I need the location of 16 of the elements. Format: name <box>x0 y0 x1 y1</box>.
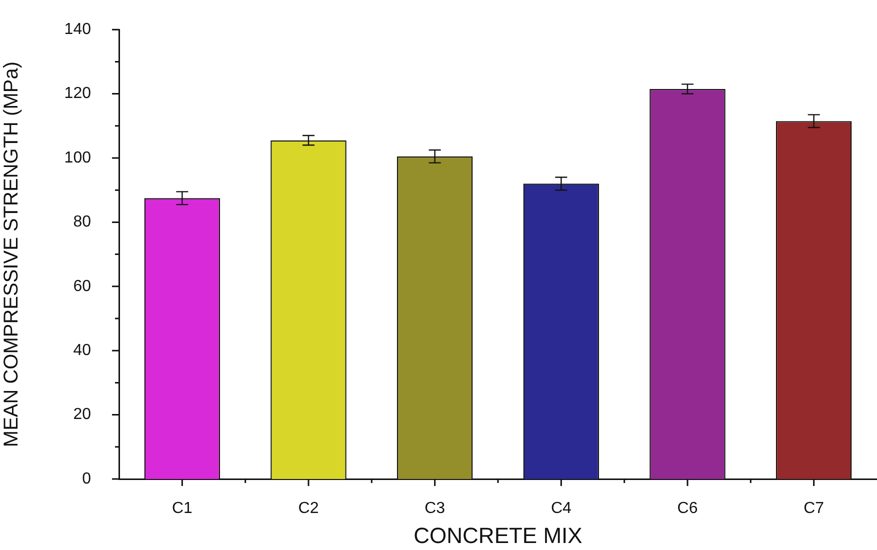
y-tick-label: 0 <box>82 470 92 488</box>
x-tick-label: C6 <box>677 500 698 518</box>
y-tick-label: 100 <box>64 149 92 166</box>
y-tick-label: 140 <box>64 21 92 38</box>
x-axis-title: CONCRETE MIX <box>414 522 583 548</box>
y-tick-label: 40 <box>73 342 92 360</box>
y-axis-title: MEAN COMPRESSIVE STRENGTH (MPa) <box>0 61 23 448</box>
y-tick-label: 20 <box>73 406 92 424</box>
y-tick-label: 60 <box>73 278 92 295</box>
x-tick-label: C2 <box>298 500 319 518</box>
y-tick-label: 80 <box>73 214 92 231</box>
x-tick-label: C4 <box>550 500 572 518</box>
x-tick-label: C7 <box>804 500 824 518</box>
y-tick-label: 120 <box>64 85 92 102</box>
x-tick-label: C3 <box>424 500 446 518</box>
x-tick-label: C1 <box>172 500 192 518</box>
